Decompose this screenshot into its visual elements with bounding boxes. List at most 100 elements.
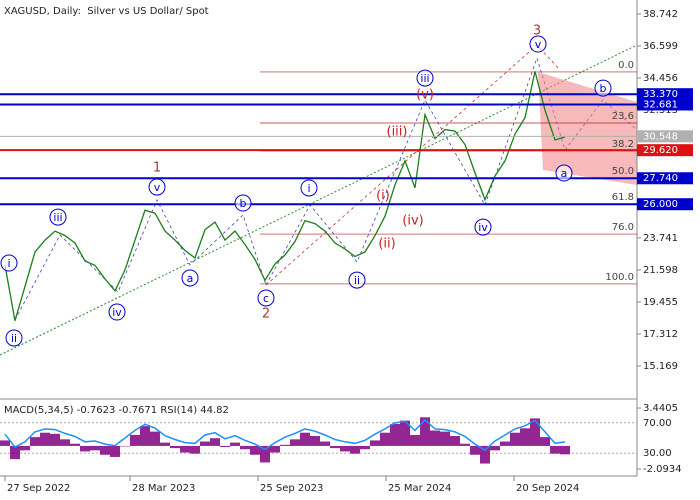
- target-zone: [538, 72, 637, 185]
- macd-bar: [340, 445, 350, 452]
- macd-bar: [120, 445, 130, 447]
- fib-label: 100.0: [605, 272, 634, 283]
- wave-circle: [5, 329, 23, 347]
- fib-label: 76.0: [612, 222, 634, 233]
- wave-circle: [474, 218, 492, 236]
- y-tick-label: 3.4405: [643, 403, 678, 414]
- macd-bar: [360, 445, 370, 450]
- price-line: [4, 71, 566, 321]
- macd-bar: [40, 432, 50, 446]
- wave-label: c: [263, 292, 269, 305]
- macd-bar: [410, 434, 420, 446]
- level-label: 26.000: [643, 199, 678, 210]
- y-tick-label: 21.598: [643, 265, 678, 276]
- fib-label: 61.8: [612, 192, 634, 203]
- wave-label: (i): [376, 188, 390, 203]
- macd-bar: [150, 431, 160, 446]
- wave-circle: [555, 164, 573, 182]
- macd-bar: [350, 445, 360, 454]
- wave-circle: [148, 178, 166, 196]
- macd-bar: [310, 436, 320, 446]
- wave-path: [14, 199, 267, 321]
- wave-circle: [416, 69, 434, 87]
- wave-label: iii: [53, 211, 62, 224]
- x-tick-label: 28 Mar 2023: [132, 483, 195, 494]
- level-box: [637, 198, 693, 211]
- level-label: 27.740: [643, 173, 678, 184]
- macd-bar: [370, 440, 380, 446]
- wave-label: iv: [478, 221, 488, 234]
- y2-tick-label: 70.00: [643, 418, 672, 429]
- y-tick-label: 34.456: [643, 73, 678, 84]
- macd-bar: [420, 417, 430, 446]
- macd-bar: [20, 445, 30, 451]
- wave-label: v: [535, 38, 542, 51]
- y-tick-label: -2.0934: [643, 464, 682, 475]
- macd-bar: [400, 420, 410, 446]
- macd-bar: [390, 423, 400, 446]
- level-box: [637, 172, 693, 185]
- macd-bar: [70, 443, 80, 446]
- x-tick-label: 27 Sep 2022: [7, 483, 70, 494]
- macd-bar: [180, 445, 190, 453]
- rsi-line: [4, 418, 566, 452]
- macd-bar: [210, 438, 220, 446]
- y-tick-label: 36.599: [643, 41, 678, 52]
- level-label: 30.548: [643, 131, 678, 142]
- macd-bar: [220, 445, 230, 448]
- y2-tick-label: 30.00: [643, 448, 672, 459]
- macd-bar: [170, 445, 180, 449]
- macd-bar: [440, 431, 450, 446]
- macd-bar: [190, 445, 200, 454]
- level-box: [637, 98, 693, 111]
- wave-circle: [300, 179, 318, 197]
- wave-circle: [257, 289, 275, 307]
- macd-bar: [130, 434, 140, 446]
- wave-circle: [49, 208, 67, 226]
- macd-bar: [460, 443, 470, 446]
- macd-bar: [240, 445, 250, 450]
- wave-label: (iii): [387, 125, 408, 140]
- macd-bar: [0, 440, 10, 446]
- y-tick-label: 38.742: [643, 9, 678, 20]
- y-tick-label: 15.169: [643, 361, 678, 372]
- wave-label: 1: [153, 161, 161, 176]
- macd-bar: [490, 445, 500, 451]
- macd-bar: [90, 445, 100, 451]
- wave-label: (ii): [378, 237, 395, 252]
- wave-circle: [108, 303, 126, 321]
- macd-bar: [380, 432, 390, 446]
- wave-label: a: [187, 272, 194, 285]
- wave-circle: [181, 269, 199, 287]
- wave-circle: [348, 271, 366, 289]
- macd-bar: [100, 445, 110, 455]
- wave-path: [265, 56, 638, 286]
- wave-circle: [234, 194, 252, 212]
- macd-bar: [270, 445, 280, 453]
- wave-label: i: [307, 182, 310, 195]
- macd-bar: [500, 441, 510, 446]
- wave-label: iii: [420, 72, 429, 85]
- macd-bar: [480, 445, 490, 464]
- indicator-title: MACD(5,34,5) -0.7623 -0.7671 RSI(14) 44.…: [4, 405, 229, 416]
- macd-bar: [540, 437, 550, 446]
- fib-label: 50.0: [612, 166, 634, 177]
- macd-bar: [30, 437, 40, 446]
- x-tick-label: 25 Mar 2024: [388, 483, 451, 494]
- macd-bar: [520, 428, 530, 446]
- wave-label: v: [154, 181, 161, 194]
- macd-bar: [60, 439, 70, 446]
- level-box: [637, 130, 693, 143]
- macd-bar: [250, 445, 260, 455]
- macd-bar: [140, 426, 150, 446]
- wave-label: iv: [112, 306, 122, 319]
- macd-bar: [230, 442, 240, 446]
- wave-circle: [529, 35, 547, 53]
- macd-bar: [50, 433, 60, 446]
- wave-label: (iv): [402, 214, 423, 229]
- level-box: [637, 144, 693, 157]
- macd-bar: [280, 444, 290, 446]
- macd-bar: [450, 436, 460, 446]
